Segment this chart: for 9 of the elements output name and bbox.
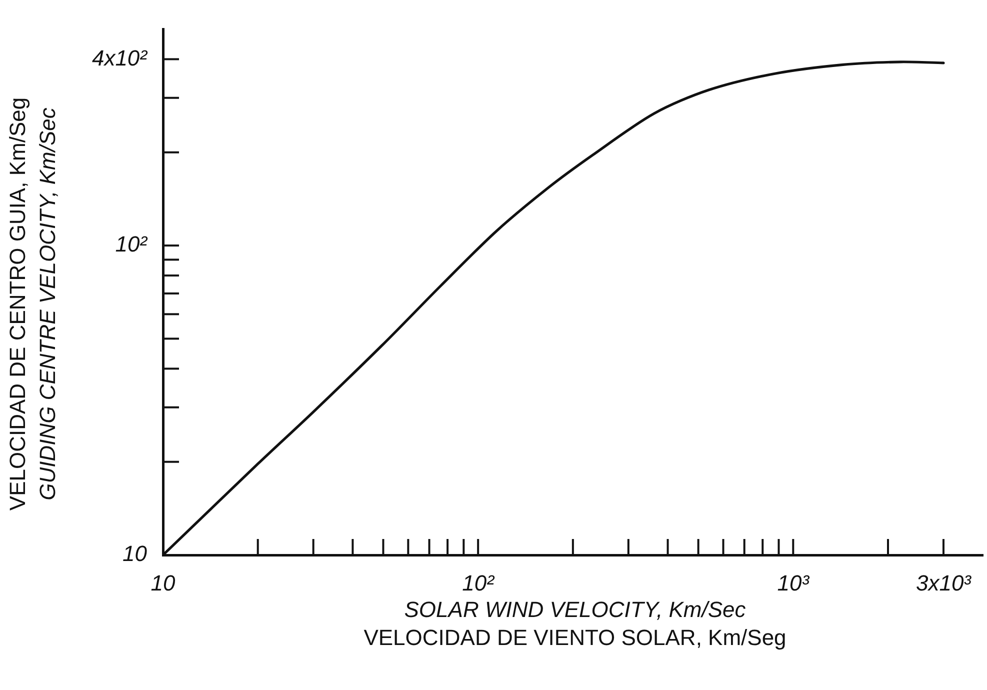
x-axis-title: SOLAR WIND VELOCITY, Km/Sec VELOCIDAD DE VIENTO SOLAR, Km/Seg: [362, 596, 788, 652]
y-tick-label: 4x10²: [92, 45, 148, 70]
y-axis-title: VELOCIDAD DE CENTRO GUIA, Km/Seg GUIDING CENTRE VELOCITY, Km/Sec: [4, 96, 61, 513]
x-tick-label: 10: [150, 570, 176, 596]
x-tick-label: 10³: [777, 570, 810, 596]
x-tick-label: 10²: [462, 570, 495, 596]
y-tick-label: 10²: [115, 232, 148, 257]
y-tick-label: 10: [122, 541, 148, 566]
x-tick-label: 3x10³: [916, 570, 972, 596]
